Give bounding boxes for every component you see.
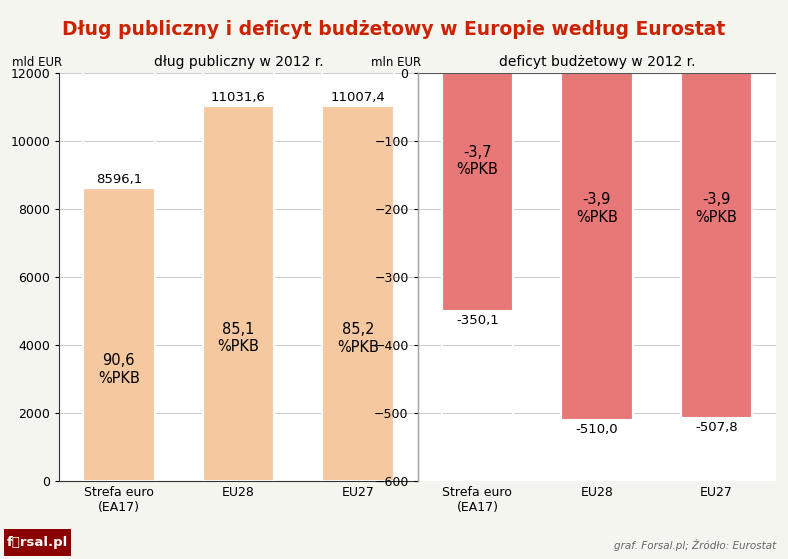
- Bar: [203, 106, 274, 481]
- Text: 90,6
%PKB: 90,6 %PKB: [98, 353, 139, 386]
- Text: 11031,6: 11031,6: [211, 91, 266, 103]
- Bar: [322, 106, 394, 481]
- Text: -3,9
%PKB: -3,9 %PKB: [696, 192, 738, 225]
- Text: -350,1: -350,1: [456, 314, 499, 327]
- Text: mln EUR: mln EUR: [371, 55, 421, 69]
- Text: 85,2
%PKB: 85,2 %PKB: [337, 323, 379, 355]
- Text: 85,1
%PKB: 85,1 %PKB: [217, 322, 259, 354]
- Text: fⓤrsal.pl: fⓤrsal.pl: [7, 536, 68, 549]
- Text: Dług publiczny i deficyt budżetowy w Europie według Eurostat: Dług publiczny i deficyt budżetowy w Eur…: [62, 20, 726, 39]
- Text: 8596,1: 8596,1: [95, 173, 142, 186]
- Text: -510,0: -510,0: [575, 423, 619, 436]
- Bar: [83, 188, 154, 481]
- Title: dług publiczny w 2012 r.: dług publiczny w 2012 r.: [154, 55, 323, 69]
- Text: -3,7
%PKB: -3,7 %PKB: [456, 145, 498, 177]
- Bar: [441, 73, 513, 311]
- Text: mld EUR: mld EUR: [13, 55, 62, 69]
- Text: graf. Forsal.pl; Źródło: Eurostat: graf. Forsal.pl; Źródło: Eurostat: [614, 539, 776, 551]
- Bar: [561, 73, 633, 419]
- Title: deficyt budżetowy w 2012 r.: deficyt budżetowy w 2012 r.: [499, 55, 695, 69]
- Text: 11007,4: 11007,4: [330, 91, 385, 105]
- Text: -507,8: -507,8: [695, 421, 738, 434]
- Text: -3,9
%PKB: -3,9 %PKB: [576, 192, 618, 225]
- Bar: [681, 73, 753, 418]
